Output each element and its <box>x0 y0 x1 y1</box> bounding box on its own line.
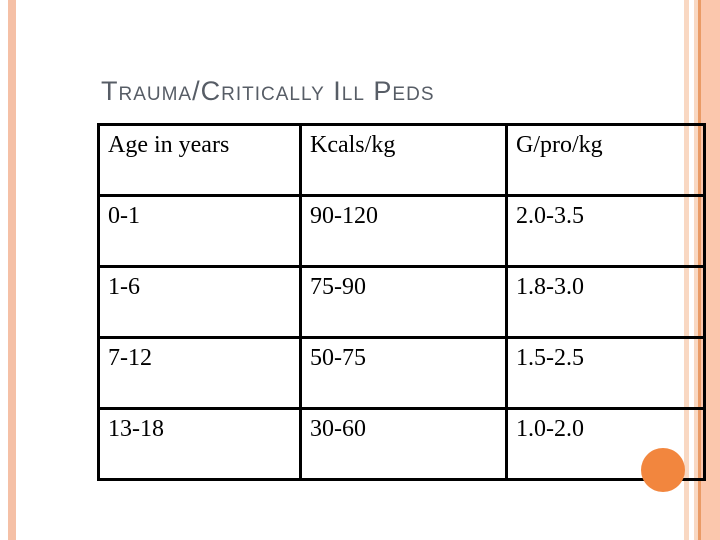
left-accent-stripe <box>8 0 16 540</box>
column-header-gpro: G/pro/kg <box>505 123 706 197</box>
table-cell-age: 13-18 <box>97 407 302 481</box>
table-cell-gpro: 1.8-3.0 <box>505 265 706 339</box>
column-header-age: Age in years <box>97 123 302 197</box>
table-cell-age: 0-1 <box>97 194 302 268</box>
table-cell-kcals: 90-120 <box>299 194 508 268</box>
table-cell-gpro: 1.5-2.5 <box>505 336 706 410</box>
table-header-row: Age in years Kcals/kg G/pro/kg <box>97 123 706 197</box>
table-cell-gpro: 2.0-3.5 <box>505 194 706 268</box>
table-row: 1-6 75-90 1.8-3.0 <box>97 265 706 339</box>
table-cell-kcals: 30-60 <box>299 407 508 481</box>
slide-title: Trauma/Critically Ill Peds <box>101 76 435 106</box>
table-row: 13-18 30-60 1.0-2.0 <box>97 407 706 481</box>
accent-circle-decoration <box>641 448 685 492</box>
table-cell-kcals: 50-75 <box>299 336 508 410</box>
table-cell-kcals: 75-90 <box>299 265 508 339</box>
right-accent-band <box>701 0 720 540</box>
column-header-kcals: Kcals/kg <box>299 123 508 197</box>
table-cell-age: 1-6 <box>97 265 302 339</box>
table-row: 7-12 50-75 1.5-2.5 <box>97 336 706 410</box>
table-row: 0-1 90-120 2.0-3.5 <box>97 194 706 268</box>
nutrition-requirements-table: Age in years Kcals/kg G/pro/kg 0-1 90-12… <box>97 123 706 481</box>
table-cell-age: 7-12 <box>97 336 302 410</box>
